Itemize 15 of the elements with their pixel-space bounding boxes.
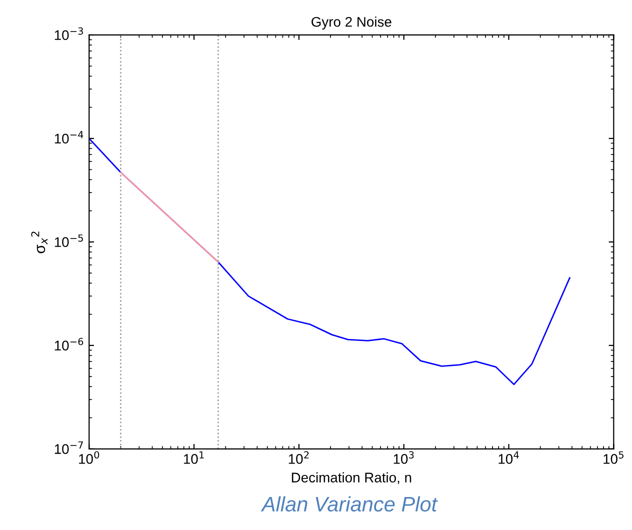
y-tick-label: 10$^{−4}$: [54, 130, 84, 144]
chart-title: Gyro 2 Noise: [312, 16, 392, 30]
x-tick-label: 10$^{1}$: [184, 451, 204, 464]
y-tick-label: 10$^{−3}$: [54, 27, 83, 40]
y-axis-title: σ$_{x}$$^{2}$: [31, 232, 48, 254]
y-tick-label: 10$^{−7}$: [54, 441, 83, 454]
text: Allan Variance Plot: [260, 496, 438, 512]
x-tick-label: 10$^{2}$: [288, 451, 309, 464]
x-tick-label: 10$^{4}$: [498, 451, 519, 464]
x-tick-label: 10$^{0}$: [79, 451, 100, 464]
x-axis-title: Decimation Ratio, n: [292, 472, 412, 484]
y-tick-label: 10$^{−5}$: [54, 234, 83, 248]
y-tick-label: 10$^{−6}$: [54, 338, 84, 350]
x-tick-label: 10$^{5}$: [604, 451, 624, 464]
x-tick-label: 10$^{3}$: [394, 451, 414, 464]
